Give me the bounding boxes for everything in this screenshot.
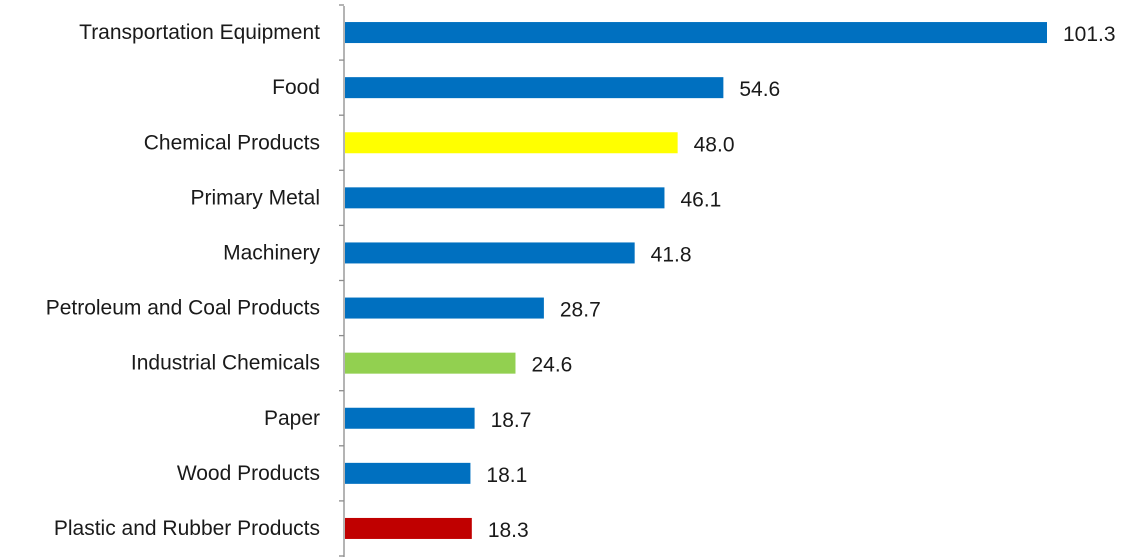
bars-layer [345, 22, 1047, 539]
bar-transportation-equipment [345, 22, 1047, 44]
y-axis [339, 4, 345, 557]
category-label-paper: Paper [264, 407, 320, 430]
category-label-wood-products: Wood Products [177, 462, 320, 485]
category-label-food: Food [272, 76, 320, 99]
value-label-machinery: 41.8 [651, 243, 692, 266]
labels-layer: Transportation Equipment 101.3 Food 54.6 Che… [46, 21, 1116, 542]
bar-chemical-products [345, 132, 678, 154]
bar-paper [345, 407, 475, 429]
value-label-paper: 18.7 [491, 409, 532, 432]
bar-petroleum-and-coal-products [345, 297, 544, 319]
value-label-petroleum-and-coal-products: 28.7 [560, 299, 601, 322]
category-label-machinery: Machinery [223, 241, 320, 264]
value-label-food: 54.6 [739, 78, 780, 101]
value-label-wood-products: 18.1 [486, 464, 527, 487]
category-label-industrial-chemicals: Industrial Chemicals [131, 352, 320, 375]
bar-machinery [345, 242, 635, 264]
bar-food [345, 77, 724, 99]
bar-industrial-chemicals [345, 352, 516, 374]
category-label-petroleum-and-coal-products: Petroleum and Coal Products [46, 297, 320, 320]
category-label-plastic-and-rubber-products: Plastic and Rubber Products [54, 517, 320, 540]
category-label-transportation-equipment: Transportation Equipment [79, 21, 320, 44]
value-label-primary-metal: 46.1 [680, 188, 721, 211]
value-label-plastic-and-rubber-products: 18.3 [488, 519, 529, 542]
bar-wood-products [345, 462, 471, 484]
value-label-transportation-equipment: 101.3 [1063, 23, 1116, 46]
bar-plastic-and-rubber-products [345, 517, 472, 539]
category-label-chemical-products: Chemical Products [144, 131, 320, 154]
value-label-industrial-chemicals: 24.6 [531, 354, 572, 377]
bar-primary-metal [345, 187, 665, 209]
value-label-chemical-products: 48.0 [694, 133, 735, 156]
category-label-primary-metal: Primary Metal [190, 186, 320, 209]
